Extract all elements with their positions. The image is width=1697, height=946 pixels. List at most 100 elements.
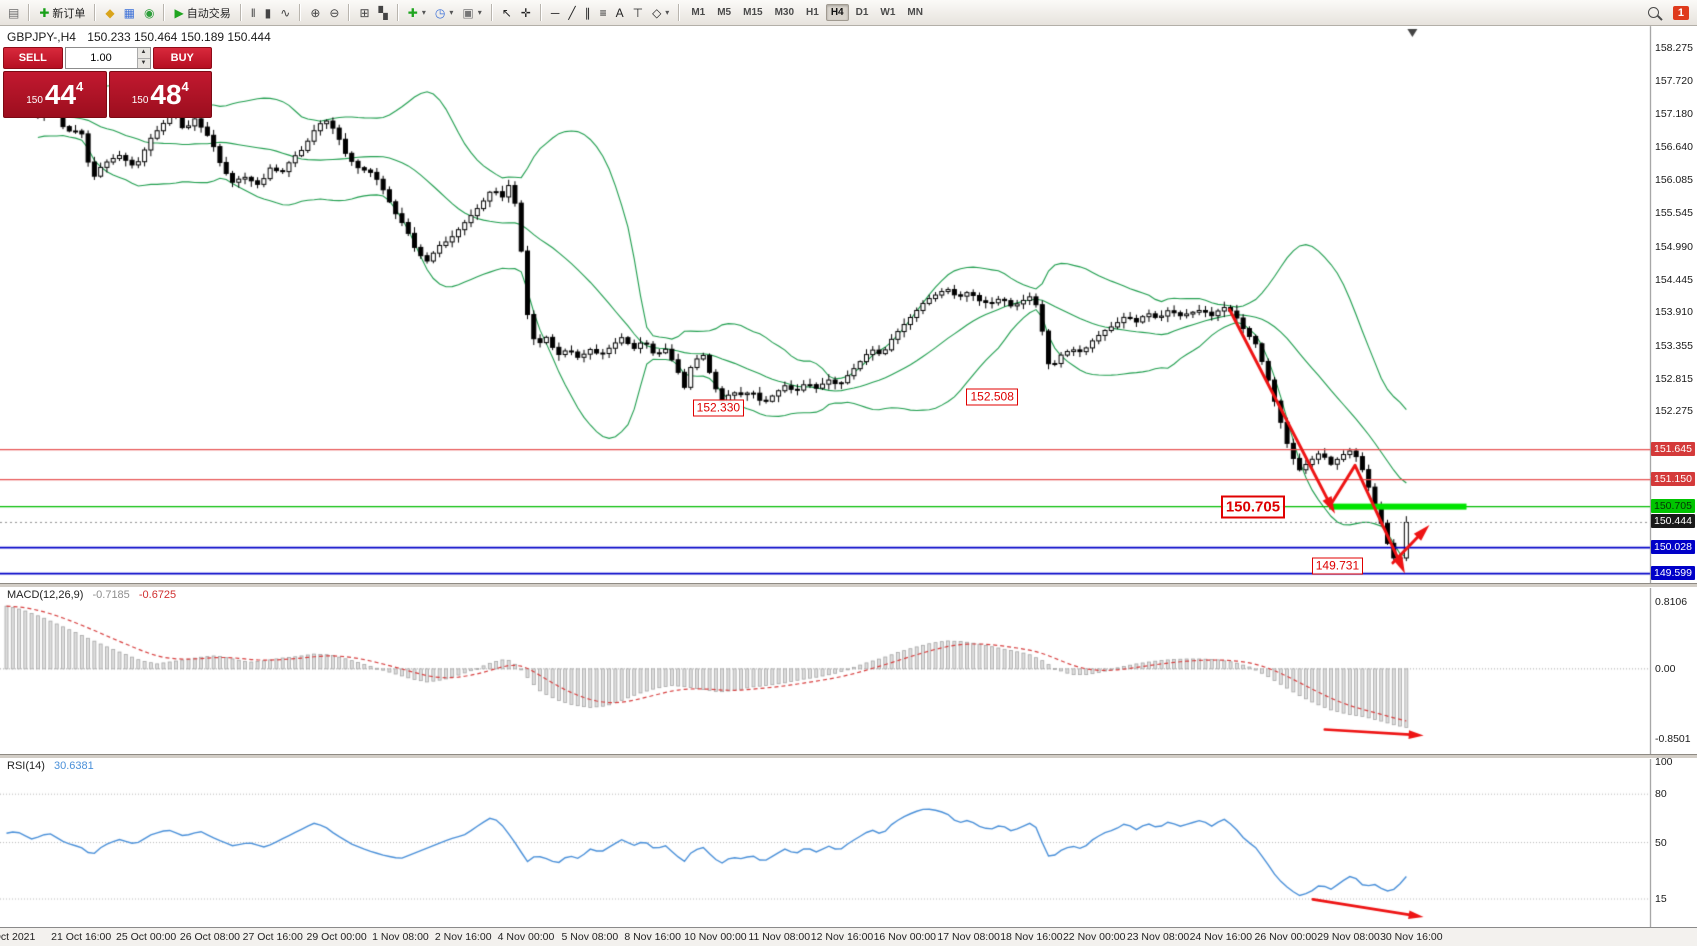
auto-trading-icon: ▶ xyxy=(174,5,184,20)
timeframe-h4[interactable]: H4 xyxy=(825,4,849,21)
fibonacci-button[interactable]: ≡ xyxy=(596,2,611,24)
data-window-button[interactable]: ▦ xyxy=(120,2,139,24)
templates-button[interactable]: ▣ ▾ xyxy=(458,2,485,24)
timeframe-m1[interactable]: M1 xyxy=(691,7,706,18)
time-axis-label: 8 Nov 16:00 xyxy=(624,931,681,943)
arrange-windows-button[interactable]: ▚ xyxy=(375,2,392,24)
price-scale-label: 154.445 xyxy=(1655,273,1693,286)
text-button[interactable]: A xyxy=(612,2,628,24)
new-order-button[interactable]: ✚ 新订单 xyxy=(35,2,89,24)
volume-spin-up[interactable]: ▲ xyxy=(136,48,150,59)
zoom-out-button[interactable]: ⊖ xyxy=(325,2,343,24)
auto-trading-label: 自动交易 xyxy=(186,7,231,20)
bar-chart-type-button[interactable]: ‖ xyxy=(247,2,260,24)
sell-price-box[interactable]: 150 44 4 xyxy=(3,71,107,118)
price-scale-label: 152.815 xyxy=(1655,372,1693,385)
timeframe-m15[interactable]: M15 xyxy=(743,7,763,18)
shapes-icon: ◇ xyxy=(652,5,662,20)
cursor-icon: ↖ xyxy=(501,5,512,20)
search-icon xyxy=(1647,7,1659,18)
horizontal-line-icon: ─ xyxy=(550,5,560,20)
price-scale[interactable]: 158.275 157.720 157.180 156.640 156.085 155.5… xyxy=(1650,0,1697,927)
crosshair-icon: ✛ xyxy=(520,5,531,20)
timeframe-h1[interactable]: H1 xyxy=(806,7,819,18)
time-axis-label: 1 Nov 08:00 xyxy=(372,931,429,943)
zoom-in-button[interactable]: ⊕ xyxy=(306,2,324,24)
panel-divider-rsi[interactable] xyxy=(0,754,1697,759)
timeframe-w1[interactable]: W1 xyxy=(880,7,896,18)
text-label-button[interactable]: ⊤ xyxy=(629,2,647,24)
period-selector-button[interactable]: ◷ ▾ xyxy=(431,2,458,24)
volume-input[interactable] xyxy=(65,48,137,68)
macd-indicator-label: MACD(12,26,9) -0.7185 -0.6725 xyxy=(7,589,176,601)
search-button[interactable] xyxy=(1644,2,1663,24)
sell-button[interactable]: SELL xyxy=(3,47,63,69)
horizontal-line-button[interactable]: ─ xyxy=(547,2,564,24)
rsi-indicator-label: RSI(14) 30.6381 xyxy=(7,760,94,772)
price-scale-label: 155.545 xyxy=(1655,207,1693,220)
candle-chart-type-icon: ▮ xyxy=(264,5,272,20)
sell-price-prefix: 150 xyxy=(26,95,43,106)
chevron-down-icon: ▾ xyxy=(449,8,454,17)
time-axis-label: 11 Nov 08:00 xyxy=(748,931,811,943)
timeframe-m5[interactable]: M5 xyxy=(717,7,732,18)
market-watch-button[interactable]: ◆ xyxy=(101,2,118,24)
new-chart-button[interactable]: ✚ ▾ xyxy=(404,2,430,24)
time-axis-label: 2 Nov 16:00 xyxy=(434,931,492,943)
navigator-button[interactable]: ◉ xyxy=(140,2,158,24)
line-chart-type-icon: ∿ xyxy=(280,5,291,20)
macd-main-value: -0.7185 xyxy=(92,589,130,601)
timeframe-toolbar: M1 M5 M15 M30 H1 H4 D1 W1 MN xyxy=(685,4,929,21)
toolbar-left: ▤ ✚ 新订单 ◆ ▦ ◉ ▶ 自动交易 ‖ ▮ ∿ ⊕ ⊖ ⊞ ▚ ✚ ▾ ◷ ▾ ▣ ▾ ↖ ✛ ─ ╱ ∥ ≡ A ⊤ ◇ ▾ xyxy=(4,2,673,24)
toolbar-group: ✚ ▾ ◷ ▾ ▣ ▾ xyxy=(404,2,486,24)
time-axis-label: 23 Nov 08:00 xyxy=(1126,931,1190,943)
shapes-button[interactable]: ◇ ▾ xyxy=(648,2,673,24)
symbol-period-label: GBPJPY-,H4 xyxy=(7,30,76,44)
equidistant-channel-button[interactable]: ∥ xyxy=(581,2,595,24)
crosshair-button[interactable]: ✛ xyxy=(517,2,535,24)
time-axis-label: 12 Nov 16:00 xyxy=(810,931,874,943)
new-chart-icon: ✚ xyxy=(407,5,418,20)
buy-price-big-digits: 48 xyxy=(150,78,182,110)
fibonacci-icon: ≡ xyxy=(599,5,607,20)
rsi-scale-label: 15 xyxy=(1655,893,1667,905)
ohlc-values: 150.233 150.464 150.189 150.444 xyxy=(87,30,271,44)
timeframe-mn[interactable]: MN xyxy=(907,7,923,18)
line-chart-type-button[interactable]: ∿ xyxy=(276,2,294,24)
time-axis-label: 24 Nov 16:00 xyxy=(1189,931,1253,943)
trend-line-button[interactable]: ╱ xyxy=(564,2,579,24)
buy-price-box[interactable]: 150 48 4 xyxy=(108,71,212,118)
price-level-badge: 151.645 xyxy=(1651,441,1695,456)
volume-spin-down[interactable]: ▼ xyxy=(136,58,150,68)
time-axis-label: 5 Nov 08:00 xyxy=(561,931,619,943)
buy-button[interactable]: BUY xyxy=(152,47,212,69)
timeframe-d1[interactable]: D1 xyxy=(855,7,869,18)
time-axis-label: 22 Nov 00:00 xyxy=(1062,931,1126,943)
time-axis-label: 30 Nov 16:00 xyxy=(1380,931,1443,943)
chevron-down-icon: ▾ xyxy=(421,8,426,17)
toolbar-separator xyxy=(299,4,302,21)
time-axis-label: 21 Oct 16:00 xyxy=(51,931,112,943)
toolbar: ▤ ✚ 新订单 ◆ ▦ ◉ ▶ 自动交易 ‖ ▮ ∿ ⊕ ⊖ ⊞ ▚ ✚ ▾ ◷ ▾ ▣ ▾ ↖ ✛ ─ ╱ ∥ ≡ A ⊤ ◇ ▾ M1 M… xyxy=(0,0,1697,26)
price-scale-label: 157.180 xyxy=(1655,108,1693,120)
tile-windows-button[interactable]: ⊞ xyxy=(355,2,373,24)
toolbar-group: ⊕ ⊖ xyxy=(306,2,343,24)
time-axis-label: 16 Nov 00:00 xyxy=(873,931,937,943)
rsi-name: RSI(14) xyxy=(7,760,45,772)
time-axis-label: 26 Oct 08:00 xyxy=(179,931,241,943)
auto-trading-button[interactable]: ▶ 自动交易 xyxy=(170,2,234,24)
toolbar-separator xyxy=(348,4,351,21)
volume-spinner: ▲ ▼ xyxy=(136,48,150,68)
price-callout: 152.330 xyxy=(692,399,745,417)
price-level-badge: 150.028 xyxy=(1651,539,1695,554)
cursor-button[interactable]: ↖ xyxy=(498,2,516,24)
equidistant-channel-icon: ∥ xyxy=(584,5,591,20)
candle-chart-type-button[interactable]: ▮ xyxy=(261,2,276,24)
panel-divider-macd[interactable] xyxy=(0,583,1697,588)
price-scale-label: 156.640 xyxy=(1655,140,1693,153)
chart-window-button[interactable]: ▤ xyxy=(4,2,23,24)
timeframe-m30[interactable]: M30 xyxy=(774,7,795,18)
notification-badge[interactable]: 1 xyxy=(1672,5,1689,20)
